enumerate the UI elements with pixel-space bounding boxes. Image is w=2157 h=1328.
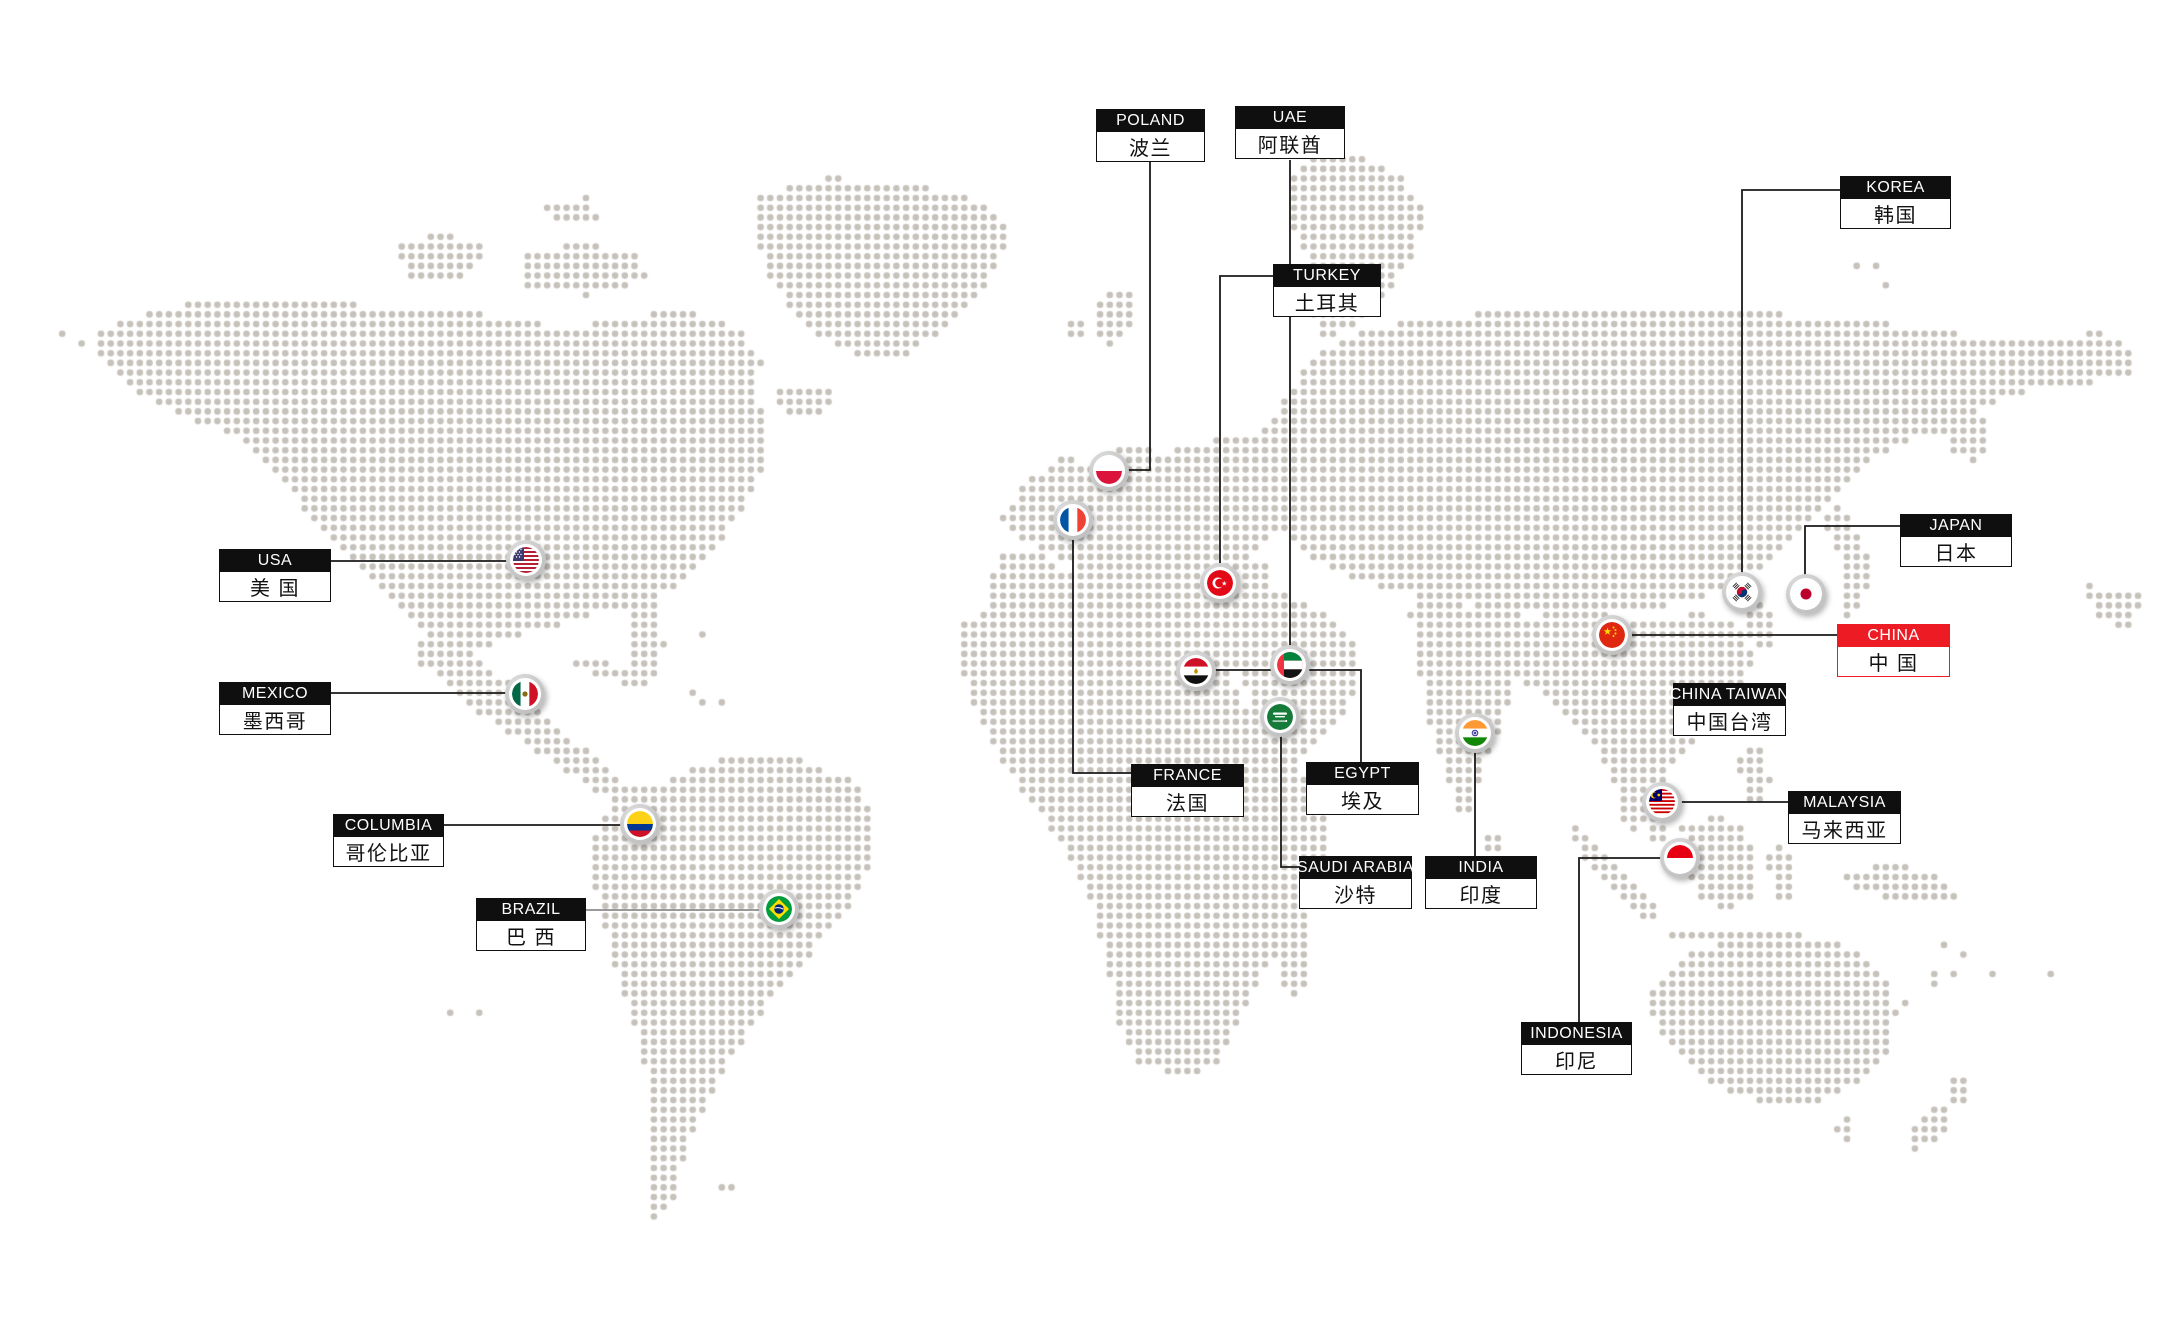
country-label-korea: KOREA 韩国 <box>1840 176 1951 229</box>
country-name-en-uae: UAE <box>1236 107 1344 129</box>
connector-line-japan <box>1804 525 1900 594</box>
map-pin-columbia[interactable] <box>620 804 660 844</box>
connector-line-saudi-arabia <box>1280 717 1299 868</box>
connector-line-france <box>1072 520 1131 774</box>
france-flag-icon <box>1060 507 1086 533</box>
country-name-zh-columbia: 哥伦比亚 <box>345 843 432 865</box>
map-pin-turkey[interactable] <box>1200 563 1240 603</box>
malaysia-flag-icon <box>1649 789 1675 815</box>
map-pin-uae[interactable] <box>1270 645 1310 685</box>
map-pin-egypt[interactable] <box>1176 651 1216 691</box>
usa-flag-icon <box>513 547 539 573</box>
country-label-saudi-arabia: SAUDI ARABIA 沙特 <box>1297 856 1414 909</box>
map-pin-poland[interactable] <box>1089 451 1129 491</box>
map-pin-korea[interactable] <box>1722 572 1762 612</box>
country-name-zh-indonesia: 印尼 <box>1555 1051 1598 1073</box>
country-name-en-india: INDIA <box>1426 857 1536 879</box>
columbia-flag-icon <box>627 811 653 837</box>
country-label-china-taiwan: CHINA TAIWAN 中国台湾 <box>1670 683 1789 736</box>
country-name-en-egypt: EGYPT <box>1307 763 1418 785</box>
turkey-flag-icon <box>1207 570 1233 596</box>
map-pin-brazil[interactable] <box>759 889 799 929</box>
country-label-malaysia: MALAYSIA 马来西亚 <box>1788 791 1901 844</box>
country-name-en-brazil: BRAZIL <box>477 899 585 921</box>
country-name-zh-china-taiwan: 中国台湾 <box>1686 712 1773 734</box>
country-name-en-korea: KOREA <box>1841 177 1950 199</box>
country-name-en-indonesia: INDONESIA <box>1522 1023 1631 1045</box>
connector-line-egypt <box>1196 669 1362 762</box>
country-name-zh-egypt: 埃及 <box>1341 791 1384 813</box>
connector-line-indonesia <box>1578 857 1680 1022</box>
country-name-zh-malaysia: 马来西亚 <box>1801 820 1888 842</box>
country-name-zh-turkey: 土耳其 <box>1294 293 1360 315</box>
country-name-zh-korea: 韩国 <box>1874 205 1917 227</box>
egypt-flag-icon <box>1183 658 1209 684</box>
country-label-france: FRANCE 法国 <box>1131 764 1244 817</box>
map-pin-china[interactable] <box>1592 615 1632 655</box>
country-name-en-japan: JAPAN <box>1901 515 2011 537</box>
country-label-usa: USA 美 国 <box>219 549 331 602</box>
connector-line-poland <box>1109 162 1151 471</box>
poland-flag-icon <box>1096 458 1122 484</box>
uae-flag-icon <box>1277 652 1303 678</box>
china-flag-icon <box>1599 622 1625 648</box>
map-pin-indonesia[interactable] <box>1660 838 1700 878</box>
korea-flag-icon <box>1729 579 1755 605</box>
saudi-arabia-flag-icon <box>1267 704 1293 730</box>
japan-flag-icon <box>1793 581 1819 607</box>
country-name-en-poland: POLAND <box>1097 110 1204 132</box>
country-name-zh-china: 中 国 <box>1868 653 1919 675</box>
country-label-india: INDIA 印度 <box>1425 856 1537 909</box>
country-name-zh-saudi-arabia: 沙特 <box>1334 885 1377 907</box>
country-name-zh-brazil: 巴 西 <box>505 927 557 949</box>
country-name-zh-usa: 美 国 <box>249 578 301 600</box>
country-name-en-mexico: MEXICO <box>220 683 330 705</box>
country-label-mexico: MEXICO 墨西哥 <box>219 682 331 735</box>
country-name-en-malaysia: MALAYSIA <box>1789 792 1900 814</box>
map-pin-usa[interactable] <box>506 540 546 580</box>
country-name-zh-uae: 阿联酋 <box>1257 135 1323 157</box>
country-name-en-columbia: COLUMBIA <box>334 815 443 837</box>
map-pin-france[interactable] <box>1053 500 1093 540</box>
map-pin-malaysia[interactable] <box>1642 782 1682 822</box>
country-label-egypt: EGYPT 埃及 <box>1306 762 1419 815</box>
country-label-uae: UAE 阿联酋 <box>1235 106 1345 159</box>
country-label-columbia: COLUMBIA 哥伦比亚 <box>333 814 444 867</box>
connector-line-turkey <box>1219 275 1273 583</box>
country-label-brazil: BRAZIL 巴 西 <box>476 898 586 951</box>
india-flag-icon <box>1462 720 1488 746</box>
country-name-zh-japan: 日本 <box>1934 543 1978 565</box>
country-name-en-china-taiwan: CHINA TAIWAN <box>1670 684 1789 706</box>
brazil-flag-icon <box>766 896 792 922</box>
country-label-china: CHINA 中 国 <box>1837 624 1950 677</box>
country-name-en-china: CHINA <box>1838 625 1949 647</box>
indonesia-flag-icon <box>1667 845 1693 871</box>
mexico-flag-icon <box>512 681 538 707</box>
country-label-indonesia: INDONESIA 印尼 <box>1521 1022 1632 1075</box>
country-label-japan: JAPAN 日本 <box>1900 514 2012 567</box>
map-pin-japan[interactable] <box>1786 574 1826 614</box>
country-label-poland: POLAND 波兰 <box>1096 109 1205 162</box>
country-name-en-saudi-arabia: SAUDI ARABIA <box>1297 857 1414 879</box>
country-name-zh-india: 印度 <box>1459 885 1503 907</box>
country-name-en-usa: USA <box>220 550 330 572</box>
map-pin-saudi-arabia[interactable] <box>1260 697 1300 737</box>
map-pin-india[interactable] <box>1455 713 1495 753</box>
connector-line-korea <box>1741 189 1840 592</box>
country-name-en-france: FRANCE <box>1132 765 1243 787</box>
country-name-zh-france: 法国 <box>1166 793 1209 815</box>
map-pin-mexico[interactable] <box>505 674 545 714</box>
country-name-zh-poland: 波兰 <box>1129 138 1172 160</box>
country-label-turkey: TURKEY 土耳其 <box>1273 264 1381 317</box>
country-name-zh-mexico: 墨西哥 <box>242 711 308 733</box>
country-name-en-turkey: TURKEY <box>1274 265 1380 287</box>
